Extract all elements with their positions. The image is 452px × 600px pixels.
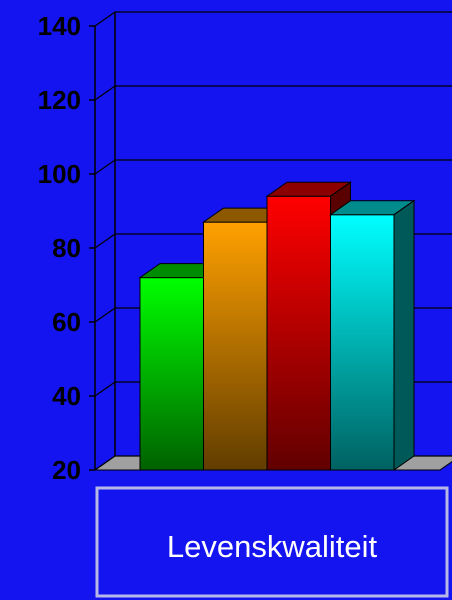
y-tick-label: 40 — [52, 381, 81, 411]
x-tick-label: Levenskwaliteit — [167, 529, 378, 564]
y-tick-label: 120 — [38, 85, 81, 115]
grid-line — [94, 233, 116, 249]
bar-side — [393, 199, 415, 471]
bar-shade — [203, 222, 267, 470]
y-tick-label: 80 — [52, 233, 81, 263]
grid-line — [94, 85, 116, 101]
bar-shade — [330, 214, 394, 470]
y-tick-label: 140 — [38, 11, 81, 41]
bar-shade — [267, 196, 331, 470]
grid-line — [94, 381, 116, 397]
grid-line — [94, 11, 116, 27]
y-tick-label: 20 — [52, 455, 81, 485]
grid-line — [94, 159, 116, 175]
grid-line — [94, 455, 116, 471]
y-tick-label: 100 — [38, 159, 81, 189]
y-tick-label: 60 — [52, 307, 81, 337]
bar-shade — [140, 277, 204, 470]
grid-line — [94, 307, 116, 323]
category-box — [95, 486, 449, 598]
